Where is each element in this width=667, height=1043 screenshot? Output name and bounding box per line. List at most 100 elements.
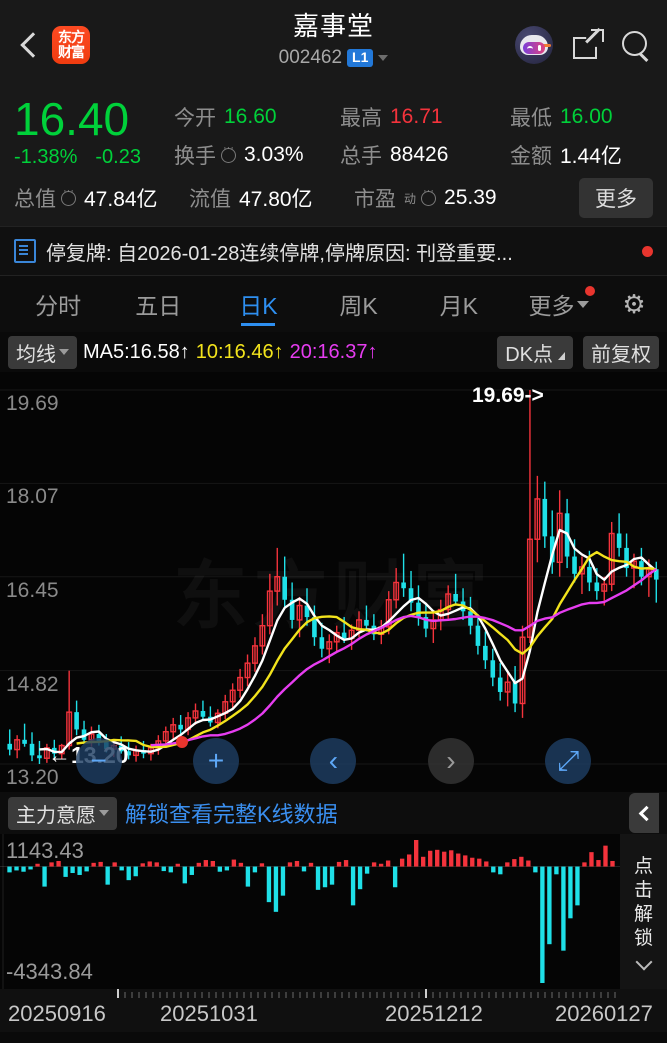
kline-svg: [0, 389, 667, 765]
scroll-right-button[interactable]: ›: [427, 738, 474, 784]
quote-cell-marketcap: 总值 47.84亿: [14, 183, 189, 213]
date-axis: 20250916 20251031 20251212 20260127: [0, 989, 667, 1032]
volume-max-label: 1143.43: [6, 838, 84, 863]
quote-label: 最高: [340, 107, 382, 130]
quote-label: 流值: [189, 188, 231, 211]
quote-label: 换手: [174, 145, 216, 168]
tab-fenshi[interactable]: 分时: [35, 293, 82, 319]
quote-label: 市盈: [354, 188, 396, 211]
zoom-out-button[interactable]: −: [75, 738, 122, 784]
zoom-in-button[interactable]: +: [193, 738, 240, 784]
quote-value: 3.03%: [244, 143, 304, 166]
tab-rik[interactable]: 日K: [208, 276, 308, 332]
chevron-down-icon: [635, 953, 652, 970]
stock-code-row[interactable]: 002462 L1: [279, 47, 389, 69]
panel-collapse-button[interactable]: [629, 793, 659, 833]
quote-cell-open: 今开 16.60: [174, 102, 340, 132]
more-button[interactable]: 更多: [579, 178, 653, 218]
tab-more-label: 更多: [528, 293, 575, 319]
stock-code: 002462: [278, 47, 343, 68]
date-axis-tick: 20251212: [385, 1001, 483, 1026]
settings-button[interactable]: ⚙: [609, 289, 659, 320]
volume-panel[interactable]: 1143.43 -4343.84 点 击 解 锁: [0, 834, 667, 989]
tab-more[interactable]: 更多: [509, 276, 609, 332]
axis-ticks: [117, 989, 616, 998]
app-header: 东方 财富 嘉事堂 002462 L1: [0, 0, 667, 90]
quote-value: 25.39: [444, 186, 497, 209]
chevron-down-icon[interactable]: [378, 55, 389, 61]
change-percent: -1.38%: [14, 146, 78, 168]
eastmoney-logo[interactable]: 东方 财富: [52, 26, 90, 64]
y-axis-tick: 14.82: [6, 672, 59, 696]
main-force-selector[interactable]: 主力意愿: [8, 796, 117, 830]
y-axis-tick: 18.07: [6, 485, 59, 509]
ma20-value: 20:16.37↑: [289, 340, 378, 363]
gear-icon: ⚙: [622, 288, 646, 319]
quote-value: 16.71: [390, 105, 443, 128]
unlock-char: 点: [633, 855, 653, 877]
y-axis-tick: 16.45: [6, 578, 59, 602]
tab-wuri[interactable]: 五日: [135, 293, 182, 319]
quote-cell-low: 最低 16.00: [510, 102, 653, 132]
tab-yuek[interactable]: 月K: [439, 293, 478, 319]
quote-cell-turnover: 换手 3.03%: [174, 140, 340, 170]
date-axis-tick: 20260127: [555, 1001, 653, 1026]
brand-line-1: 东方: [58, 29, 85, 45]
quote-value: 88426: [390, 143, 449, 166]
ai-assistant-icon[interactable]: [515, 26, 553, 64]
ma5-value: MA5:16.58↑: [83, 340, 190, 363]
quote-cell-amount: 金额 1.44亿: [510, 140, 653, 170]
red-dot-icon: [642, 245, 653, 257]
info-icon[interactable]: [221, 142, 236, 163]
back-chevron-icon[interactable]: [16, 32, 42, 58]
quote-value: 16.00: [560, 105, 613, 128]
fullscreen-button[interactable]: ⤢: [545, 738, 592, 784]
level-badge: L1: [347, 49, 374, 67]
expand-icon: ⤢: [557, 745, 580, 776]
quote-row-3: 总值 47.84亿 流值 47.80亿 市盈 动 25.39 更多: [14, 178, 653, 218]
indicator-sub-bar: 主力意愿 解锁查看完整K线数据: [0, 792, 667, 834]
tab-zhouk[interactable]: 周K: [339, 293, 378, 319]
high-price-marker: 19.69->: [472, 384, 544, 407]
info-icon[interactable]: [421, 185, 437, 206]
ma10-value: 10:16.46↑: [195, 340, 284, 363]
price-block: 16.40 -1.38% -0.23: [14, 94, 174, 169]
header-actions: [515, 26, 651, 64]
unlock-char: 解: [633, 903, 653, 925]
unlock-side-panel[interactable]: 点 击 解 锁: [620, 834, 667, 989]
unlock-char: 锁: [633, 927, 653, 949]
search-icon[interactable]: [621, 30, 651, 60]
chart-indicator-dot: [176, 736, 188, 748]
y-axis-tick: 19.69: [6, 392, 59, 415]
quote-value: 16.60: [224, 105, 277, 128]
dk-point-button[interactable]: DK点: [497, 335, 573, 369]
chart-control-buttons: − + ‹ › ⤢: [0, 738, 667, 784]
quote-label: 今开: [174, 107, 216, 130]
quote-label-sup: 动: [404, 191, 417, 206]
quote-cell-high: 最高 16.71: [340, 102, 510, 132]
quote-panel: 16.40 -1.38% -0.23 今开 16.60 最高 16.71: [0, 90, 667, 226]
chevron-left-icon: [638, 805, 654, 821]
quote-value: 47.80亿: [239, 188, 313, 211]
ma-indicator-bar: 均线 MA5:16.58↑ 10:16.46↑ 20:16.37↑ DK点 前复…: [0, 332, 667, 372]
chevron-down-icon: [577, 300, 590, 308]
ma-type-selector[interactable]: 均线: [8, 335, 77, 369]
adjustment-button[interactable]: 前复权: [583, 335, 659, 369]
brand-line-2: 财富: [58, 44, 85, 60]
chevron-right-icon: ›: [446, 745, 456, 776]
info-icon[interactable]: [61, 185, 76, 206]
volume-svg: [0, 834, 620, 989]
share-icon[interactable]: [573, 29, 604, 59]
y-axis-tick: 13.20: [6, 766, 59, 789]
chevron-left-icon: ‹: [328, 745, 339, 776]
quote-cell-pe: 市盈 动 25.39: [354, 183, 497, 213]
scroll-left-button[interactable]: ‹: [310, 738, 357, 784]
announcement-bar[interactable]: 停复牌: 自2026-01-28连续停牌,停牌原因: 刊登重要...: [0, 226, 667, 276]
corner-triangle-icon: [558, 344, 565, 360]
plus-icon: +: [207, 745, 225, 776]
quote-label: 最低: [510, 107, 552, 130]
quote-cell-volume: 总手 88426: [340, 140, 510, 170]
unlock-kline-link[interactable]: 解锁查看完整K线数据: [125, 802, 338, 827]
document-icon: [14, 239, 36, 263]
